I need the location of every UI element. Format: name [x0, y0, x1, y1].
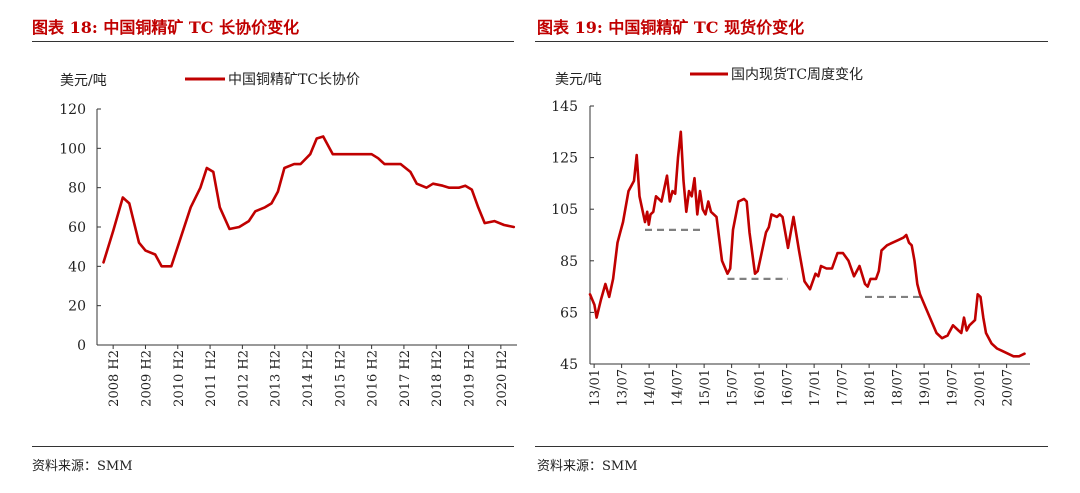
left-x-tick-label: 2011 H2 [204, 350, 219, 407]
right-y-tick-label: 125 [551, 151, 578, 167]
right-x-tick-label: 16/01 [753, 369, 768, 406]
left-x-tick-label: 2018 H2 [430, 350, 445, 407]
right-x-tick-label: 13/07 [616, 369, 631, 406]
left-y-tick-label: 120 [59, 102, 86, 118]
right-x-tick-label: 14/01 [643, 369, 658, 406]
right-y-tick-label: 105 [551, 202, 578, 218]
right-legend-label: 国内现货TC周度变化 [731, 66, 863, 83]
right-x-tick-label: 13/01 [588, 369, 603, 406]
left-y-tick-label: 100 [59, 141, 86, 157]
right-series-line [588, 130, 1026, 358]
left-x-tick-label: 2014 H2 [301, 350, 316, 407]
right-x-tick-label: 15/01 [698, 369, 713, 406]
right-x-tick-label: 19/01 [918, 369, 933, 406]
left-y-tick-label: 80 [68, 181, 86, 197]
left-y-tick-label: 40 [68, 259, 86, 275]
right-y-tick-label: 65 [560, 305, 578, 321]
right-x-tick-label: 14/07 [671, 369, 686, 406]
right-source-note: 资料来源：SMM [537, 459, 638, 474]
right-y-tick-label: 85 [560, 254, 578, 270]
left-unit-label: 美元/吨 [60, 73, 107, 89]
left-x-tick-label: 2015 H2 [333, 350, 348, 407]
left-chart-title: 图表 18: 中国铜精矿 TC 长协价变化 [32, 18, 300, 37]
left-legend-label: 中国铜精矿TC长协价 [228, 72, 360, 88]
left-x-tick-label: 2020 H2 [495, 350, 510, 407]
right-title-rule [535, 41, 1048, 42]
left-x-tick-label: 2017 H2 [398, 350, 413, 407]
right-x-tick-label: 16/07 [781, 369, 796, 406]
right-chart-title: 图表 19: 中国铜精矿 TC 现货价变化 [537, 18, 805, 37]
right-unit-label: 美元/吨 [555, 72, 602, 88]
left-x-tick-label: 2019 H2 [463, 350, 478, 407]
left-x-tick-label: 2013 H2 [269, 350, 284, 407]
right-x-tick-label: 19/07 [946, 369, 961, 406]
right-x-tick-label: 20/01 [973, 369, 988, 406]
left-footer-rule [32, 446, 514, 447]
left-series-line [102, 135, 516, 268]
right-x-tick-label: 15/07 [726, 369, 741, 406]
left-x-tick-label: 2009 H2 [139, 350, 154, 407]
right-x-tick-label: 17/01 [808, 369, 823, 406]
left-x-tick-label: 2016 H2 [366, 350, 381, 407]
left-x-tick-label: 2008 H2 [107, 350, 122, 407]
right-y-tick-label: 145 [551, 99, 578, 115]
left-y-tick-label: 60 [68, 220, 86, 236]
left-x-tick-label: 2012 H2 [236, 350, 251, 407]
right-x-tick-label: 17/07 [836, 369, 851, 406]
right-x-tick-label: 18/07 [891, 369, 906, 406]
right-y-tick-label: 45 [560, 357, 578, 373]
left-title-rule [32, 41, 514, 42]
right-x-tick-label: 20/07 [1001, 369, 1016, 406]
right-footer-rule [535, 446, 1048, 447]
left-y-tick-label: 0 [77, 338, 86, 354]
left-source-note: 资料来源：SMM [32, 459, 133, 474]
left-x-tick-label: 2010 H2 [172, 350, 187, 407]
right-x-tick-label: 18/01 [863, 369, 878, 406]
left-y-tick-label: 20 [68, 299, 86, 315]
